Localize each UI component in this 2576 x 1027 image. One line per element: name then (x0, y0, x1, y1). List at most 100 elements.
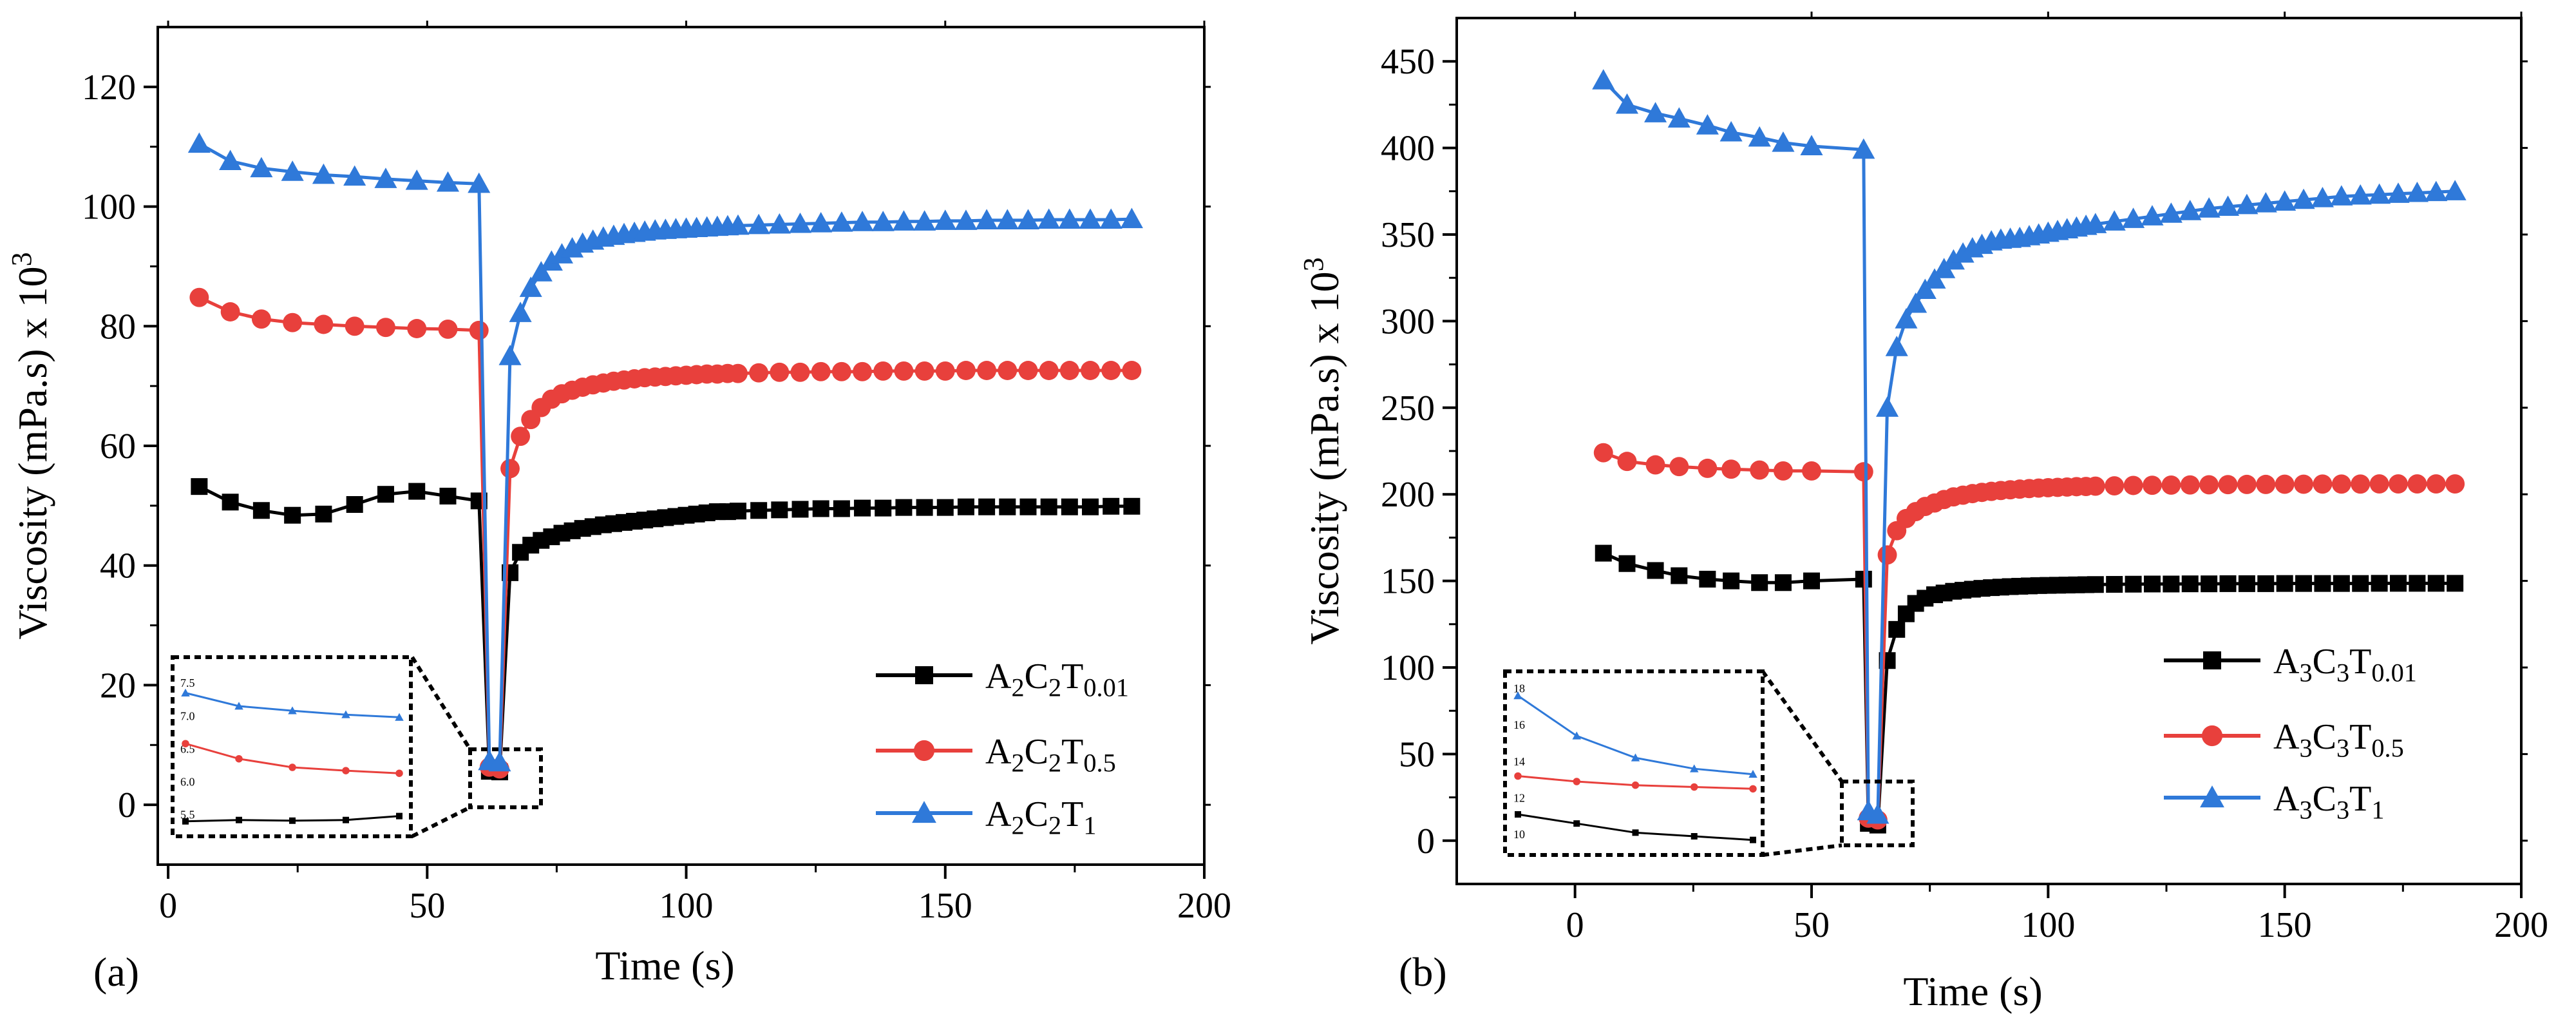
data-point (2254, 192, 2277, 213)
data-point (2141, 205, 2164, 226)
inset-tick-label: 7.5 (180, 677, 195, 689)
data-point (2235, 193, 2259, 215)
y-tick-label: 200 (1381, 475, 1435, 515)
data-point (377, 486, 394, 503)
data-point (1617, 452, 1637, 472)
legend-label-part: A (2273, 779, 2300, 819)
data-point (509, 302, 532, 322)
inset-point (343, 816, 349, 823)
inset-point (236, 816, 242, 823)
legend-entry: A2C2T0.01 (876, 657, 1129, 702)
legend-label-part: 2 (1048, 748, 1061, 777)
x-tick-label: 100 (659, 886, 714, 926)
data-point (978, 498, 996, 515)
legend-label-part: A (985, 732, 1012, 772)
legend-label-part: 0.5 (2371, 733, 2403, 762)
data-point (2389, 575, 2407, 592)
inset-point (1513, 691, 1522, 700)
data-point (2389, 474, 2408, 494)
inset-tick-label: 16 (1513, 718, 1525, 731)
data-point (916, 499, 933, 516)
data-point (252, 502, 270, 519)
data-point (1122, 361, 1142, 380)
data-point (1895, 308, 1918, 329)
data-point (1647, 562, 1664, 579)
legend-marker (913, 740, 935, 762)
data-point (376, 318, 395, 338)
data-point (747, 213, 770, 235)
data-point (519, 276, 542, 297)
legend-label-part: C (2313, 779, 2336, 819)
y-tick-label: 80 (100, 307, 136, 347)
data-point (2331, 474, 2351, 494)
inset-point (1515, 811, 1521, 818)
data-point (1040, 498, 1057, 515)
legend-label-part: 2 (1011, 748, 1024, 777)
data-point (1951, 242, 1975, 263)
x-tick-label: 50 (1794, 905, 1830, 945)
data-point (1866, 803, 1889, 824)
data-point (2387, 182, 2410, 203)
data-point (2238, 575, 2255, 592)
data-point (2292, 188, 2315, 209)
data-point (812, 500, 829, 517)
data-point (2371, 575, 2388, 592)
x-axis-label: Time (s) (1903, 968, 2042, 1014)
legend-label-part: 0.01 (1083, 673, 1129, 702)
data-point (2256, 474, 2276, 494)
data-point (511, 427, 531, 446)
y-tick-label: 60 (100, 427, 136, 466)
data-point (2368, 183, 2391, 204)
legend-label-part: A (985, 657, 1012, 696)
data-point (405, 169, 428, 190)
legend-label-part: T (2349, 779, 2371, 819)
data-point (1039, 361, 1059, 380)
data-point (833, 500, 850, 517)
data-point (2105, 476, 2125, 495)
data-point (2143, 575, 2161, 593)
data-point (1082, 498, 1099, 515)
legend-label-part: 3 (2299, 795, 2312, 824)
legend-label-part: C (1025, 732, 1048, 772)
data-point (1904, 292, 1927, 313)
y-axis-label-sup: 3 (6, 252, 37, 266)
data-point (1059, 361, 1079, 380)
data-point (2447, 575, 2464, 592)
inset-point (289, 763, 296, 771)
data-point (2197, 197, 2221, 218)
data-point (936, 499, 954, 516)
data-point (1699, 570, 1716, 588)
x-tick-label: 200 (2494, 905, 2548, 945)
data-point (2180, 475, 2200, 495)
inset-point (1573, 778, 1580, 785)
legend-label-part: C (2313, 717, 2336, 757)
data-point (1669, 457, 1689, 477)
data-point (2313, 474, 2333, 494)
data-point (768, 213, 791, 234)
zoom-connector (1761, 670, 1844, 783)
y-tick-label: 450 (1381, 42, 1435, 82)
x-tick-label: 200 (1177, 886, 1231, 926)
data-point (2122, 207, 2145, 228)
data-point (2405, 181, 2429, 202)
data-point (2407, 474, 2427, 494)
legend-label-part: C (1025, 657, 1048, 696)
data-point (436, 171, 460, 192)
data-point (2123, 475, 2143, 495)
legend-label-part: T (2349, 717, 2371, 757)
data-point (830, 211, 853, 232)
legend-label-part: 2 (1048, 811, 1061, 840)
data-point (2276, 575, 2293, 592)
data-point (1774, 574, 1792, 591)
data-point (1923, 268, 1946, 289)
inset-point (1690, 833, 1698, 840)
inset-point (235, 754, 243, 763)
data-point (469, 320, 489, 340)
inset-tick-label: 5.5 (180, 809, 195, 821)
legend-entry: A2C2T1 (876, 794, 1097, 840)
inset-point (1690, 764, 1699, 773)
x-tick-label: 100 (2021, 905, 2075, 945)
data-point (728, 363, 748, 383)
data-point (790, 362, 810, 382)
data-point (343, 165, 366, 186)
